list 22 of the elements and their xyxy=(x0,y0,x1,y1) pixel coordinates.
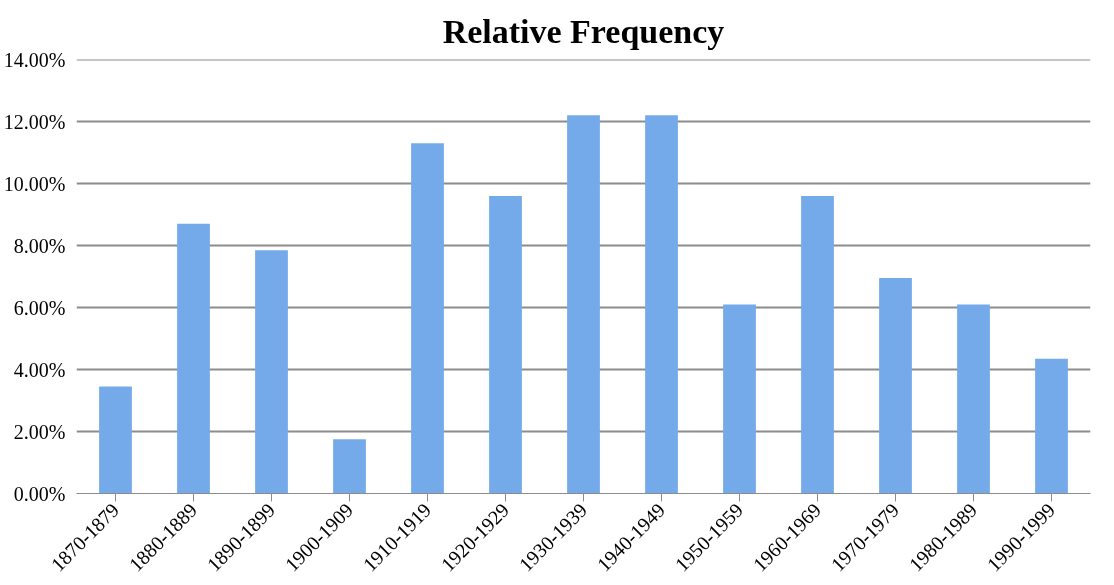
y-tick-label: 14.00% xyxy=(3,48,66,71)
y-tick-label: 12.00% xyxy=(3,110,66,133)
bar xyxy=(957,304,990,494)
y-tick-label: 6.00% xyxy=(13,296,66,319)
bar xyxy=(99,386,132,494)
y-tick-label: 10.00% xyxy=(3,172,66,195)
bar xyxy=(801,195,834,494)
bar xyxy=(489,195,522,494)
bar xyxy=(723,304,756,494)
y-tick-label: 4.00% xyxy=(13,358,66,381)
bar xyxy=(177,223,210,494)
bar xyxy=(255,250,288,494)
y-tick-label: 0.00% xyxy=(13,482,66,505)
y-tick-label: 8.00% xyxy=(13,234,66,257)
bar xyxy=(645,115,678,494)
bar xyxy=(333,439,366,494)
bar xyxy=(411,143,444,494)
y-tick-label: 2.00% xyxy=(13,420,66,443)
chart-title: Relative Frequency xyxy=(442,12,725,50)
bar xyxy=(567,115,600,494)
bar xyxy=(879,278,912,494)
bar xyxy=(1035,358,1068,494)
